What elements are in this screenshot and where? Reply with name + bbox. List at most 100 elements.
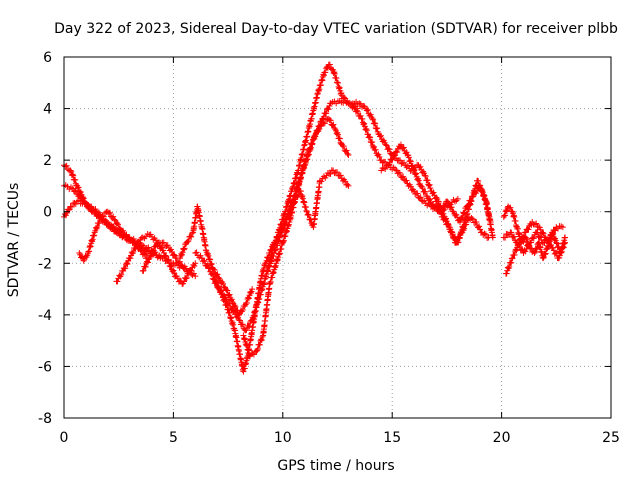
data-point <box>427 185 434 192</box>
data-point <box>397 141 404 148</box>
data-point <box>366 133 373 140</box>
data-point <box>137 247 144 254</box>
data-point <box>106 209 113 216</box>
data-point <box>144 259 151 266</box>
data-point <box>207 256 214 263</box>
data-point <box>478 229 485 236</box>
data-point <box>345 151 352 158</box>
data-point <box>427 196 434 203</box>
data-point <box>424 177 431 184</box>
data-point <box>460 210 467 217</box>
data-point <box>333 79 340 86</box>
data-point <box>414 190 421 197</box>
data-point <box>342 95 349 102</box>
data-point <box>112 228 119 235</box>
data-point <box>468 197 475 204</box>
data-point <box>184 238 191 245</box>
data-point <box>372 146 379 153</box>
data-point <box>142 263 149 270</box>
data-point <box>104 218 111 225</box>
data-point <box>304 153 311 160</box>
data-point <box>154 254 161 261</box>
data-point <box>540 255 547 262</box>
data-point <box>545 237 552 244</box>
data-point <box>530 235 537 242</box>
data-point <box>189 230 196 237</box>
data-point <box>122 265 129 272</box>
data-point <box>434 203 441 210</box>
data-point <box>353 107 360 114</box>
data-point <box>519 234 526 241</box>
x-tick-label: 20 <box>493 430 511 446</box>
data-point <box>259 333 266 340</box>
data-point <box>558 249 565 256</box>
series-track-6 <box>139 239 192 275</box>
x-tick-label: 15 <box>383 430 401 446</box>
data-point <box>213 280 220 287</box>
data-point <box>333 75 340 82</box>
data-point <box>239 306 246 313</box>
data-point <box>149 248 156 255</box>
data-point <box>556 252 563 259</box>
data-point <box>178 262 185 269</box>
data-point <box>527 239 534 246</box>
data-point <box>364 106 371 113</box>
data-point <box>247 289 254 296</box>
plot-frame <box>63 56 612 419</box>
data-point <box>114 220 121 227</box>
data-point <box>168 262 175 269</box>
data-point <box>413 170 420 177</box>
data-point <box>178 251 185 258</box>
series-track-12 <box>349 98 494 246</box>
data-point <box>123 231 130 238</box>
data-point <box>520 233 527 240</box>
data-point <box>226 291 233 298</box>
data-point <box>301 161 308 168</box>
data-point <box>171 269 178 276</box>
data-point <box>285 223 292 230</box>
data-point <box>208 261 215 268</box>
data-point <box>485 234 492 241</box>
data-point <box>435 202 442 209</box>
data-point <box>450 234 457 241</box>
data-point <box>534 229 541 236</box>
data-point <box>369 139 376 146</box>
data-point <box>124 234 131 241</box>
y-axis-label: SDTVAR / TECUs <box>6 183 22 298</box>
data-point <box>542 250 549 257</box>
data-point <box>232 303 239 310</box>
series-track-10 <box>240 115 352 360</box>
data-point <box>322 69 329 76</box>
data-point <box>438 210 445 217</box>
series-track-2 <box>61 182 164 262</box>
data-point <box>305 211 312 218</box>
data-point <box>310 134 317 141</box>
data-point <box>68 203 75 210</box>
data-point <box>96 219 103 226</box>
data-point <box>114 278 121 285</box>
data-point <box>533 245 540 252</box>
data-point <box>337 172 344 179</box>
axis-ticks: 0 5 10 15 20 25 -8 -6 -4 -2 0 2 4 6 <box>38 50 620 446</box>
data-point <box>299 193 306 200</box>
data-point <box>430 189 437 196</box>
data-point <box>541 240 548 247</box>
data-point <box>425 181 432 188</box>
data-point <box>415 177 422 184</box>
data-point <box>179 249 186 256</box>
data-point <box>453 239 460 246</box>
data-point <box>444 199 451 206</box>
data-point <box>303 157 310 164</box>
data-point <box>110 213 117 220</box>
data-point <box>132 245 139 252</box>
data-point <box>279 227 286 234</box>
data-point <box>377 132 384 139</box>
data-point <box>147 253 154 260</box>
data-point <box>281 222 288 229</box>
data-point <box>222 296 229 303</box>
y-tick-label: 4 <box>43 102 52 118</box>
data-point <box>318 178 325 185</box>
data-point <box>227 294 234 301</box>
data-point <box>459 213 466 220</box>
